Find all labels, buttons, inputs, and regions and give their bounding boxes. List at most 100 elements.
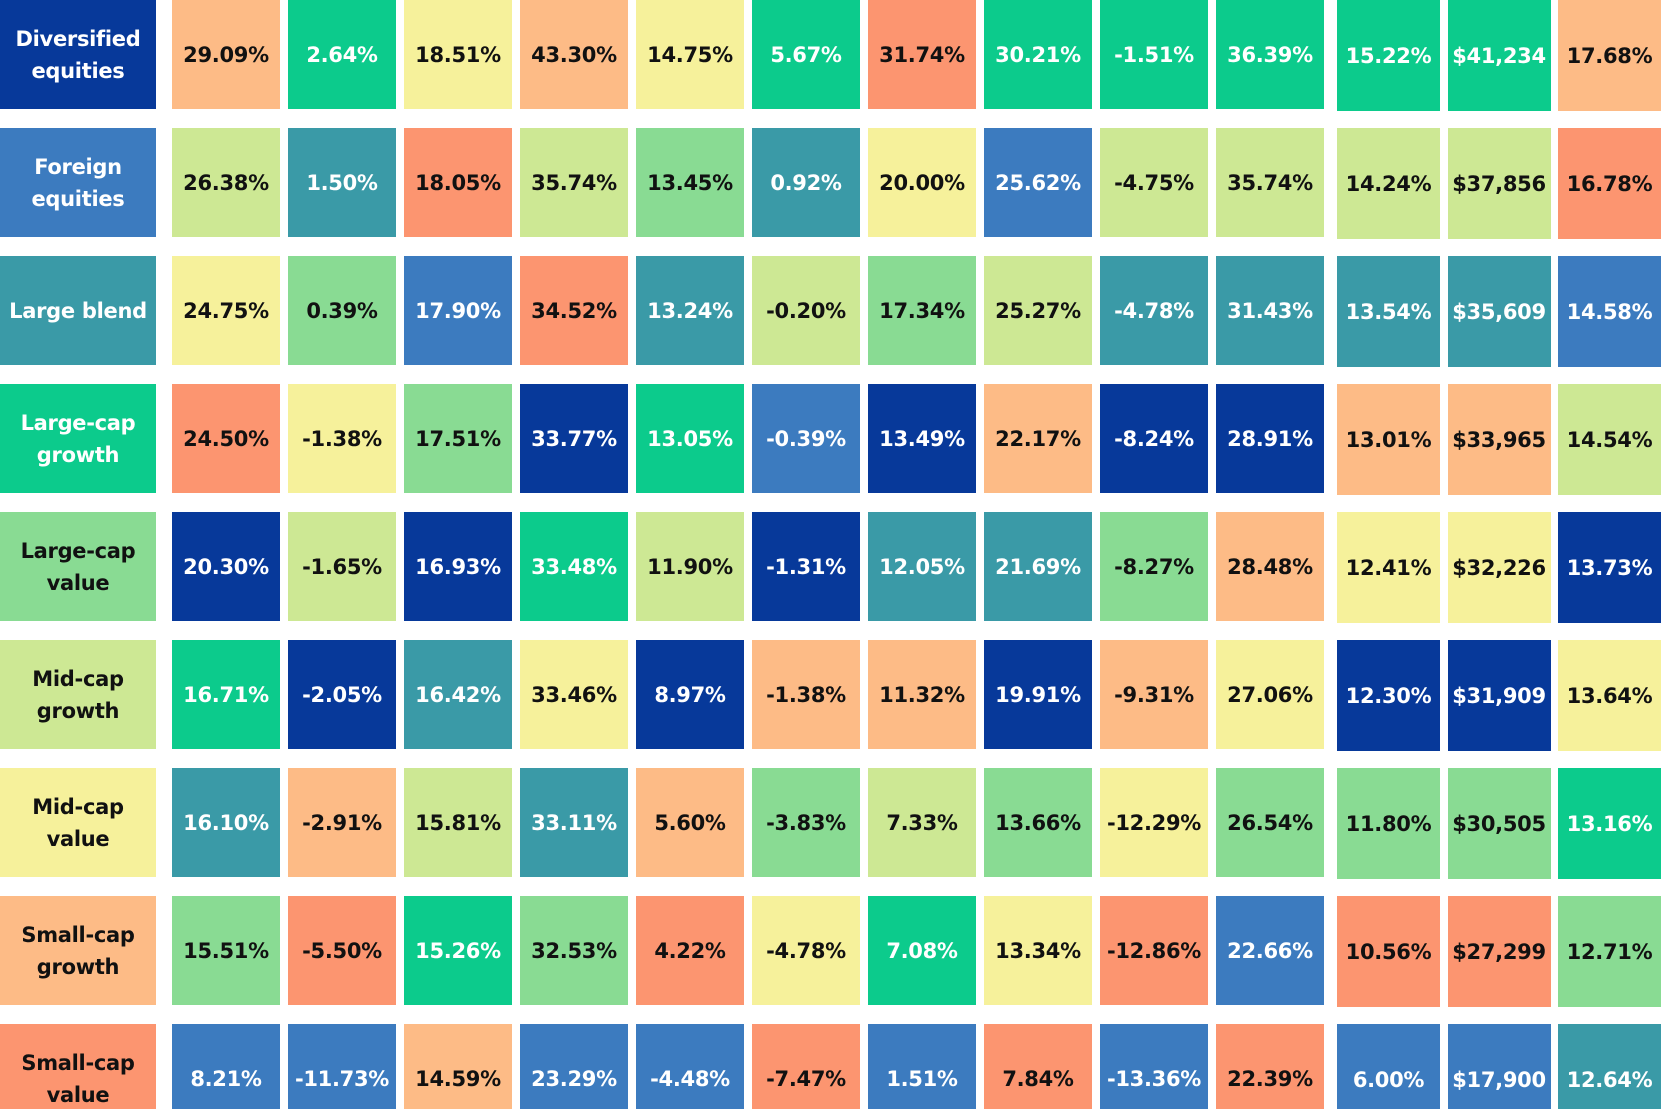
table-cell: 23.29% (520, 1024, 628, 1109)
table-cell: -2.05% (288, 640, 396, 749)
table-cell: 16.10% (172, 768, 280, 877)
table-cell: 7.08% (868, 896, 976, 1005)
table-cell: 4.22% (636, 896, 744, 1005)
table-cell: 0.92% (752, 128, 860, 237)
table-cell: $30,505 (1447, 768, 1551, 879)
row-label: Mid-cap value (0, 768, 156, 877)
row-label: Large blend (0, 256, 156, 365)
table-cell: 26.54% (1216, 768, 1324, 877)
table-cell: 12.64% (1558, 1024, 1661, 1109)
table-cell: $37,856 (1447, 128, 1551, 239)
table-cell: -1.51% (1100, 0, 1208, 109)
table-cell: 2.64% (288, 0, 396, 109)
table-cell: 14.54% (1558, 384, 1661, 495)
table-cell: -1.65% (288, 512, 396, 621)
table-cell: 13.34% (984, 896, 1092, 1005)
table-cell: 33.48% (520, 512, 628, 621)
table-cell: 15.51% (172, 896, 280, 1005)
table-cell: 16.78% (1558, 128, 1661, 239)
table-cell: 17.51% (404, 384, 512, 493)
table-cell: 19.91% (984, 640, 1092, 749)
table-cell: -13.36% (1100, 1024, 1208, 1109)
table-cell: $41,234 (1447, 0, 1551, 111)
table-cell: 33.77% (520, 384, 628, 493)
table-cell: 0.39% (288, 256, 396, 365)
table-cell: 31.43% (1216, 256, 1324, 365)
table-cell: 11.90% (636, 512, 744, 621)
table-cell: 22.17% (984, 384, 1092, 493)
table-cell: 1.50% (288, 128, 396, 237)
table-cell: $35,609 (1447, 256, 1551, 367)
table-cell: 14.59% (404, 1024, 512, 1109)
table-cell: 17.34% (868, 256, 976, 365)
table-cell: 8.97% (636, 640, 744, 749)
table-cell: -0.39% (752, 384, 860, 493)
table-cell: 20.30% (172, 512, 280, 621)
table-cell: -8.24% (1100, 384, 1208, 493)
table-cell: -0.20% (752, 256, 860, 365)
table-cell: 1.51% (868, 1024, 976, 1109)
row-label: Large-cap value (0, 512, 156, 621)
table-cell: 14.58% (1558, 256, 1661, 367)
table-cell: 17.90% (404, 256, 512, 365)
table-cell: 28.91% (1216, 384, 1324, 493)
table-cell: $31,909 (1447, 640, 1551, 751)
row-label: Foreign equities (0, 128, 156, 237)
table-cell: 7.33% (868, 768, 976, 877)
table-cell: 13.16% (1558, 768, 1661, 879)
row-label: Small-cap value (0, 1024, 156, 1109)
table-cell: 35.74% (1216, 128, 1324, 237)
table-cell: -9.31% (1100, 640, 1208, 749)
row-label: Large-cap growth (0, 384, 156, 493)
table-cell: 24.50% (172, 384, 280, 493)
table-cell: 13.73% (1558, 512, 1661, 623)
table-cell: 11.32% (868, 640, 976, 749)
table-cell: 16.71% (172, 640, 280, 749)
table-cell: 13.66% (984, 768, 1092, 877)
table-cell: 15.22% (1337, 0, 1440, 111)
table-cell: 12.05% (868, 512, 976, 621)
table-cell: -5.50% (288, 896, 396, 1005)
table-cell: 29.09% (172, 0, 280, 109)
table-cell: 32.53% (520, 896, 628, 1005)
table-cell: -8.27% (1100, 512, 1208, 621)
table-cell: 21.69% (984, 512, 1092, 621)
table-cell: 31.74% (868, 0, 976, 109)
table-cell: -3.83% (752, 768, 860, 877)
table-cell: -2.91% (288, 768, 396, 877)
table-cell: 27.06% (1216, 640, 1324, 749)
table-cell: 13.64% (1558, 640, 1661, 751)
table-cell: -1.31% (752, 512, 860, 621)
table-cell: 5.67% (752, 0, 860, 109)
table-cell: 35.74% (520, 128, 628, 237)
table-cell: 28.48% (1216, 512, 1324, 621)
table-cell: 24.75% (172, 256, 280, 365)
table-cell: -12.29% (1100, 768, 1208, 877)
table-cell: 16.42% (404, 640, 512, 749)
table-cell: 14.75% (636, 0, 744, 109)
table-cell: 13.49% (868, 384, 976, 493)
table-cell: 33.46% (520, 640, 628, 749)
table-cell: 17.68% (1558, 0, 1661, 111)
table-cell: 13.24% (636, 256, 744, 365)
table-cell: 43.30% (520, 0, 628, 109)
table-cell: 7.84% (984, 1024, 1092, 1109)
table-cell: 13.54% (1337, 256, 1440, 367)
table-cell: 13.05% (636, 384, 744, 493)
table-cell: 33.11% (520, 768, 628, 877)
table-cell: 12.41% (1337, 512, 1440, 623)
row-label: Mid-cap growth (0, 640, 156, 749)
table-cell: 20.00% (868, 128, 976, 237)
table-cell: 15.81% (404, 768, 512, 877)
table-cell: 18.05% (404, 128, 512, 237)
table-cell: 30.21% (984, 0, 1092, 109)
table-cell: 6.00% (1337, 1024, 1440, 1109)
table-cell: -7.47% (752, 1024, 860, 1109)
table-cell: 8.21% (172, 1024, 280, 1109)
table-cell: $17,900 (1447, 1024, 1551, 1109)
table-cell: -11.73% (288, 1024, 396, 1109)
table-cell: 25.62% (984, 128, 1092, 237)
table-cell: 12.30% (1337, 640, 1440, 751)
table-cell: 25.27% (984, 256, 1092, 365)
